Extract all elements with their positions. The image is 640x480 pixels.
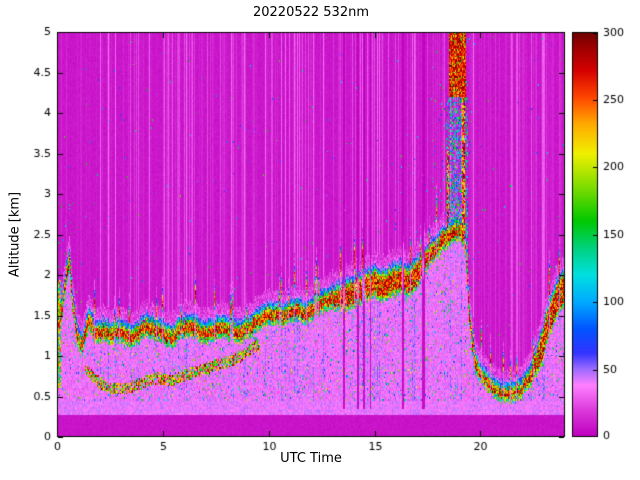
x-axis-label: UTC Time (280, 451, 342, 466)
chart-title: 20220522 532nm (252, 5, 370, 20)
y-axis-label: Altitude [km] (7, 191, 23, 278)
